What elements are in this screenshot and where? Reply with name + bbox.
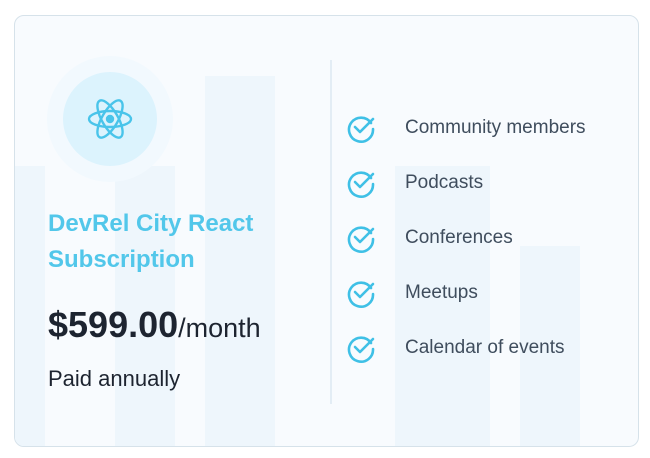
feature-label: Meetups xyxy=(405,281,478,303)
plan-title: DevRel City React Subscription xyxy=(48,210,254,273)
divider xyxy=(330,60,332,404)
feature-label: Podcasts xyxy=(405,171,484,193)
background-building xyxy=(115,166,175,446)
feature-label: Conferences xyxy=(405,226,513,248)
feature-list: Community members Podcasts Conferences M… xyxy=(345,100,586,375)
pricing-card: DevRel City React Subscription $599.00/m… xyxy=(14,15,639,447)
check-circle-icon xyxy=(347,115,375,143)
plan-price: $599.00/month xyxy=(48,304,261,346)
feature-label: Calendar of events xyxy=(405,336,565,358)
check-circle-icon xyxy=(347,280,375,308)
react-atom-icon xyxy=(63,72,157,166)
billing-note: Paid annually xyxy=(48,366,181,391)
price-period: /month xyxy=(178,313,261,343)
feature-label: Community members xyxy=(405,116,586,138)
feature-item: Calendar of events xyxy=(345,320,586,375)
feature-item: Conferences xyxy=(345,210,586,265)
background-building xyxy=(205,76,275,446)
background-building xyxy=(520,246,580,446)
check-circle-icon xyxy=(347,335,375,363)
background-building xyxy=(395,166,490,446)
feature-item: Podcasts xyxy=(345,155,586,210)
check-circle-icon xyxy=(347,170,375,198)
background-building xyxy=(15,166,45,446)
feature-item: Meetups xyxy=(345,265,586,320)
check-circle-icon xyxy=(347,225,375,253)
price-amount: $599.00 xyxy=(48,304,179,345)
feature-item: Community members xyxy=(345,100,586,155)
